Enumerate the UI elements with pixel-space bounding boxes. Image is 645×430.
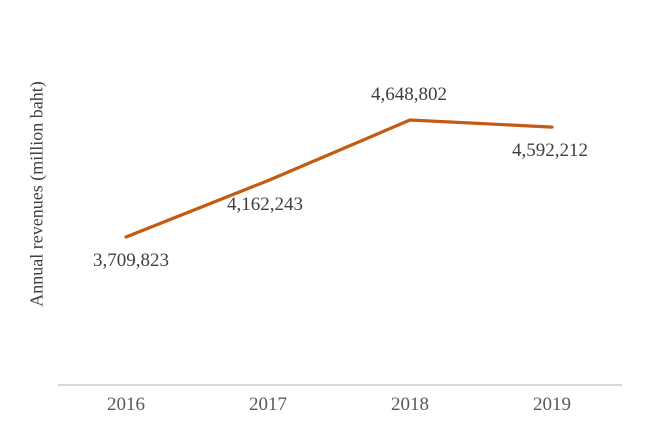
data-label-2016: 3,709,823	[93, 250, 169, 271]
x-tick-2017: 2017	[249, 394, 287, 415]
x-axis-line	[58, 384, 622, 386]
x-tick-2016: 2016	[107, 394, 145, 415]
data-label-2017: 4,162,243	[227, 193, 303, 215]
y-axis-title: Annual revenues (million baht)	[26, 81, 47, 307]
x-tick-2018: 2018	[391, 394, 429, 415]
x-tick-2019: 2019	[533, 394, 571, 415]
revenue-line-series	[124, 118, 554, 239]
data-label-2019: 4,592,212	[512, 140, 588, 162]
data-label-2018: 4,648,802	[371, 84, 447, 105]
